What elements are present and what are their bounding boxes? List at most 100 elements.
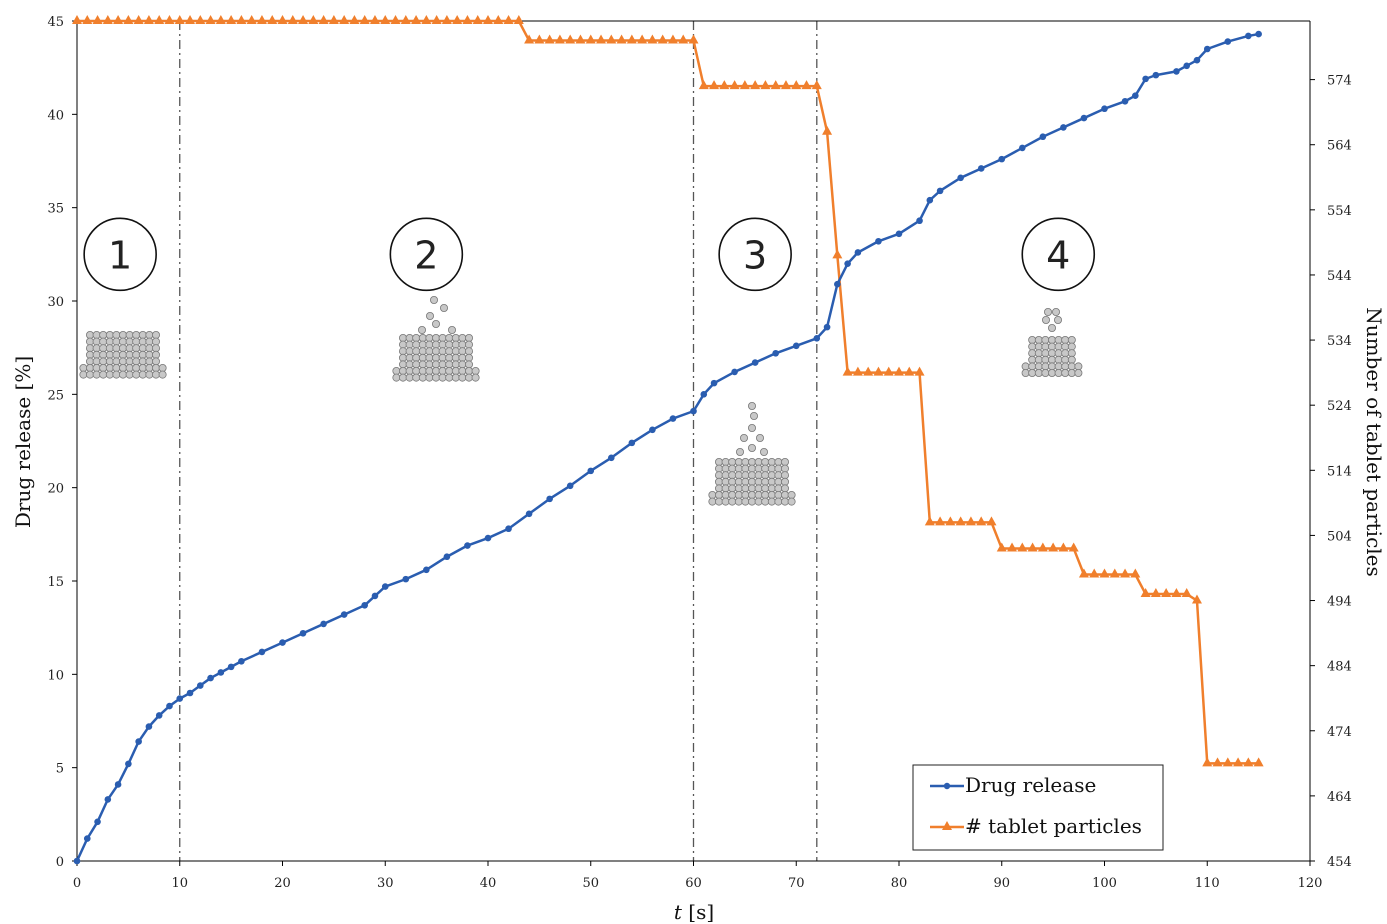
phase-circle — [718, 217, 792, 292]
tablet-particle — [431, 340, 440, 349]
released-particle — [425, 311, 434, 320]
phase-number: 2 — [414, 233, 438, 277]
tablet-particle — [728, 457, 737, 466]
tablet-particle — [412, 373, 421, 382]
tablet-particles-point — [483, 15, 493, 24]
tablet-particle — [438, 366, 447, 375]
legend-particles-label: # tablet particles — [965, 814, 1142, 838]
tablet-particle — [431, 333, 440, 342]
drug-release-point — [649, 426, 656, 434]
drug-release-line — [75, 32, 1259, 862]
tablet-particle — [405, 353, 414, 362]
tablet-particle — [445, 366, 454, 375]
tablet-particle — [451, 373, 460, 382]
tablet-particle — [761, 471, 770, 480]
tablet-particle — [105, 337, 114, 346]
released-particle — [429, 295, 438, 304]
tablet-particle — [781, 484, 790, 493]
x-tick-label: 20 — [274, 876, 291, 891]
tablet-particle — [754, 484, 763, 493]
tablet-particles-point — [1037, 542, 1048, 552]
x-tick-label: 80 — [891, 876, 908, 891]
tablet-particle — [412, 353, 421, 362]
tablet-particles-point — [565, 34, 576, 44]
tablet-particle — [1048, 349, 1057, 358]
tablet-particles-point — [369, 15, 380, 24]
tablet-particle — [119, 370, 128, 379]
tablet-particle — [405, 340, 414, 349]
tablet-particles-point — [534, 34, 545, 44]
tablet-particles-point — [1089, 568, 1100, 578]
tablet-particles-point — [822, 125, 833, 135]
tablet-particles-point — [873, 366, 884, 376]
x-tick-label: 40 — [480, 876, 497, 891]
tablet-particle — [431, 366, 440, 375]
drug-release-point — [227, 663, 235, 671]
tablet-particle — [145, 350, 154, 359]
drug-release-point — [381, 583, 389, 590]
tablet-particle — [112, 350, 121, 359]
tablet-particles-point — [215, 15, 226, 24]
released-particle — [1042, 315, 1051, 324]
tablet-particle — [145, 357, 154, 366]
tablet-illustrations — [79, 295, 1083, 506]
drug-release-point — [834, 280, 841, 288]
drug-release-point — [977, 165, 985, 172]
tablet-particles-point — [205, 15, 216, 24]
tablet-particle — [754, 497, 763, 506]
tablet-particles-point — [256, 15, 267, 24]
drug-release-point — [176, 695, 184, 702]
tablet-particles-point — [780, 80, 791, 90]
tablet-particle — [734, 477, 743, 486]
drug-release-point — [207, 674, 214, 682]
left-axis-title: Drug release [%] — [11, 356, 35, 528]
tablet-particles-point — [544, 34, 555, 44]
tablet-particles-point — [976, 516, 987, 526]
tablet-particles-point — [554, 34, 565, 44]
tablet-particles-point — [1233, 757, 1244, 767]
drug-release-point — [608, 454, 615, 462]
drug-release-point — [217, 669, 225, 676]
tablet-particles-point — [811, 80, 822, 90]
tablet-particle — [1021, 368, 1030, 377]
tablet-particle — [86, 330, 95, 339]
tablet-particle — [458, 333, 467, 342]
tablet-particle — [458, 340, 467, 349]
tablet-particles-point — [770, 80, 781, 90]
released-particle — [1048, 323, 1057, 332]
tablet-particles-point — [729, 80, 740, 90]
legend-drug-label: Drug release — [965, 773, 1096, 797]
phase-number: 4 — [1046, 233, 1070, 277]
tablet-particle — [145, 370, 154, 379]
tablet-particle — [464, 360, 473, 369]
released-particle — [756, 433, 765, 442]
tablet-particle — [708, 497, 717, 506]
drug-release-point — [731, 368, 738, 376]
tablet-particle — [1067, 342, 1076, 351]
tablet-particle — [412, 360, 421, 369]
drug-release-point — [145, 723, 153, 730]
tablet-particles-point — [1027, 542, 1038, 552]
drug-release-point — [1142, 75, 1149, 83]
tablet-particle — [125, 363, 134, 372]
x-tick-label: 100 — [1092, 876, 1117, 891]
tablet-particle — [464, 373, 473, 382]
right-tick-label: 524 — [1327, 399, 1352, 414]
tablet-particle — [781, 457, 790, 466]
tablet-particle — [728, 497, 737, 506]
tablet-particles-point — [1171, 588, 1182, 598]
tablet-particle — [132, 357, 141, 366]
tablet-particles-point — [955, 516, 966, 526]
tablet-particle — [754, 464, 763, 473]
left-tick-label: 5 — [56, 762, 64, 777]
tablet-particle — [458, 360, 467, 369]
tablet-particle — [425, 340, 434, 349]
left-tick-label: 30 — [47, 295, 64, 310]
drug-release-point — [895, 230, 903, 238]
tablet-particle — [151, 370, 160, 379]
tablet-particle — [445, 340, 454, 349]
tablet-particle — [1074, 362, 1083, 371]
tablet-particle — [132, 370, 141, 379]
tablet-particle — [1041, 368, 1050, 377]
tablet-particle — [105, 370, 114, 379]
